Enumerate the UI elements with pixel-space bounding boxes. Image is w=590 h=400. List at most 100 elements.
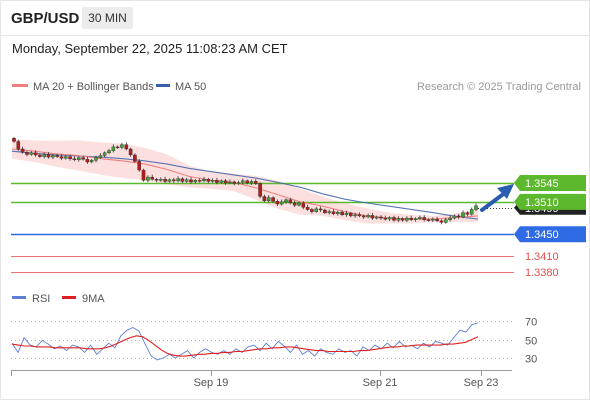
candle-body	[184, 179, 189, 182]
candle-body	[176, 178, 180, 182]
candle-body	[456, 215, 461, 218]
candle-body	[102, 152, 107, 156]
price-level-label: 1.3510	[525, 197, 559, 209]
candle-body	[474, 205, 478, 210]
ma50-legend-label: MA 50	[175, 81, 206, 93]
candle-body	[154, 178, 159, 181]
candle-body	[240, 180, 245, 183]
candle-body	[396, 218, 401, 221]
time-tick-label: Sep 21	[363, 377, 398, 389]
candle-body	[210, 180, 215, 182]
candle-body	[63, 156, 68, 159]
candle-body	[361, 215, 366, 218]
candle-body	[266, 197, 271, 202]
candle-body	[228, 181, 232, 184]
candle-body	[405, 217, 409, 221]
candle-body	[452, 215, 457, 219]
candle-body	[275, 201, 280, 205]
ma9-legend-swatch	[62, 296, 76, 299]
price-level-tag	[514, 193, 586, 210]
candle-body	[431, 218, 435, 221]
candle-body	[115, 146, 120, 149]
price-level-label: 1.3450	[525, 229, 559, 241]
candle-body	[262, 196, 267, 202]
candle-body	[426, 219, 431, 221]
candle-body	[120, 144, 124, 148]
ma50-legend-swatch	[156, 84, 170, 87]
candle-body	[236, 182, 241, 184]
candle-body	[68, 156, 72, 160]
candle-body	[111, 146, 116, 151]
rsi-ma9-line	[11, 335, 479, 357]
candle-body	[85, 159, 90, 163]
candle-body	[59, 156, 64, 159]
rsi-legend-label: RSI	[32, 293, 50, 305]
ma20-legend-label: MA 20 + Bollinger Bands	[33, 81, 154, 93]
chart-header: GBP/USD 30 MIN	[0, 0, 590, 36]
candle-body	[340, 211, 344, 216]
candle-body	[16, 141, 21, 150]
candle-body	[258, 183, 262, 197]
bollinger-band	[12, 139, 478, 224]
candle-body	[353, 214, 357, 217]
candle-body	[33, 152, 38, 156]
bollinger-band-area	[12, 139, 478, 224]
candle-body	[150, 176, 155, 180]
candle-body	[387, 217, 392, 220]
candle-body	[193, 180, 198, 183]
candle-body	[400, 218, 405, 221]
candle-body	[232, 181, 237, 184]
candle-body	[128, 148, 133, 156]
candle-body	[422, 217, 427, 220]
price-level-tag	[514, 226, 586, 243]
candle-body	[202, 178, 206, 181]
candle-body	[29, 152, 34, 155]
candle-body	[137, 161, 142, 171]
candle-body	[413, 218, 418, 220]
candle-body	[219, 180, 224, 183]
candle-body	[336, 211, 340, 214]
candle-body	[133, 154, 137, 162]
candle-body	[323, 209, 327, 213]
candle-body	[465, 212, 470, 215]
time-tick-label: Sep 19	[194, 377, 229, 389]
candle-body	[46, 154, 51, 158]
candle-body	[12, 137, 16, 142]
candle-body	[461, 212, 465, 218]
price-levels	[11, 182, 514, 273]
candle-body	[180, 178, 185, 182]
rsi-legend-swatch	[12, 296, 26, 299]
rsi-line	[11, 322, 479, 361]
candle-body	[141, 169, 146, 181]
candle-body	[370, 215, 375, 219]
candle-body	[163, 178, 167, 182]
candle-body	[223, 180, 228, 184]
candle-body	[51, 155, 55, 158]
candle-body	[94, 157, 98, 161]
candle-body	[349, 212, 353, 217]
candle-body	[20, 148, 25, 153]
candle-body	[197, 180, 202, 182]
candle-body	[81, 157, 85, 160]
candle-body	[292, 202, 297, 206]
timestamp: Monday, September 22, 2025 11:08:23 AM C…	[12, 41, 288, 56]
time-tick-label: Sep 23	[464, 377, 499, 389]
ma20-line	[11, 148, 479, 220]
candle-body	[327, 211, 332, 213]
candle-body	[76, 157, 81, 161]
candle-body	[124, 144, 129, 150]
candle-body	[25, 152, 29, 155]
candle-body	[448, 217, 452, 220]
candle-body	[444, 219, 448, 223]
candle-body	[331, 211, 336, 215]
candle-body	[435, 218, 439, 221]
candle-body	[301, 202, 306, 208]
candle-body	[89, 160, 94, 163]
candle-body	[38, 154, 42, 157]
candle-body	[314, 208, 319, 212]
candle-body	[55, 155, 59, 157]
candle-body	[366, 215, 370, 218]
price-level-tag	[514, 175, 586, 191]
timeframe-button[interactable]: 30 MIN	[82, 7, 133, 29]
candle-body	[271, 197, 275, 202]
